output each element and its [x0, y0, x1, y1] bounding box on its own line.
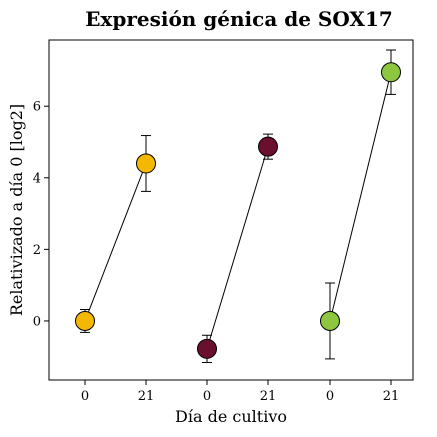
x-tick-label: 0 [81, 389, 89, 404]
series-line [84, 163, 147, 322]
y-axis: 0 2 4 6 [33, 100, 49, 329]
x-tick-label: 0 [203, 389, 211, 404]
x-tick-label: 21 [138, 389, 155, 404]
series-line [206, 146, 269, 350]
plot-panel-border [48, 39, 414, 381]
chart-title: Expresión génica de SOX17 [85, 7, 393, 31]
y-tick-label: 2 [33, 243, 41, 258]
y-tick-label: 0 [33, 314, 41, 329]
x-tick-label: 0 [326, 389, 334, 404]
y-tick-label: 6 [33, 100, 41, 115]
series-layer [75, 49, 401, 363]
x-tick-label: 21 [260, 389, 277, 404]
data-point [136, 153, 156, 174]
series-line [329, 72, 392, 322]
data-point [258, 136, 278, 157]
data-point [197, 338, 217, 359]
series-1 [75, 135, 156, 333]
data-point [320, 310, 340, 331]
data-point [75, 310, 95, 331]
y-axis-label: Relativizado a día 0 [log2] [7, 104, 26, 316]
x-tick-label: 21 [383, 389, 400, 404]
data-point [381, 62, 401, 83]
x-axis-label: Día de cultivo [175, 407, 287, 426]
series-3 [320, 49, 401, 360]
y-tick-label: 4 [33, 171, 41, 186]
series-2 [197, 133, 278, 363]
x-axis: 0 21 0 21 0 21 [81, 380, 399, 404]
